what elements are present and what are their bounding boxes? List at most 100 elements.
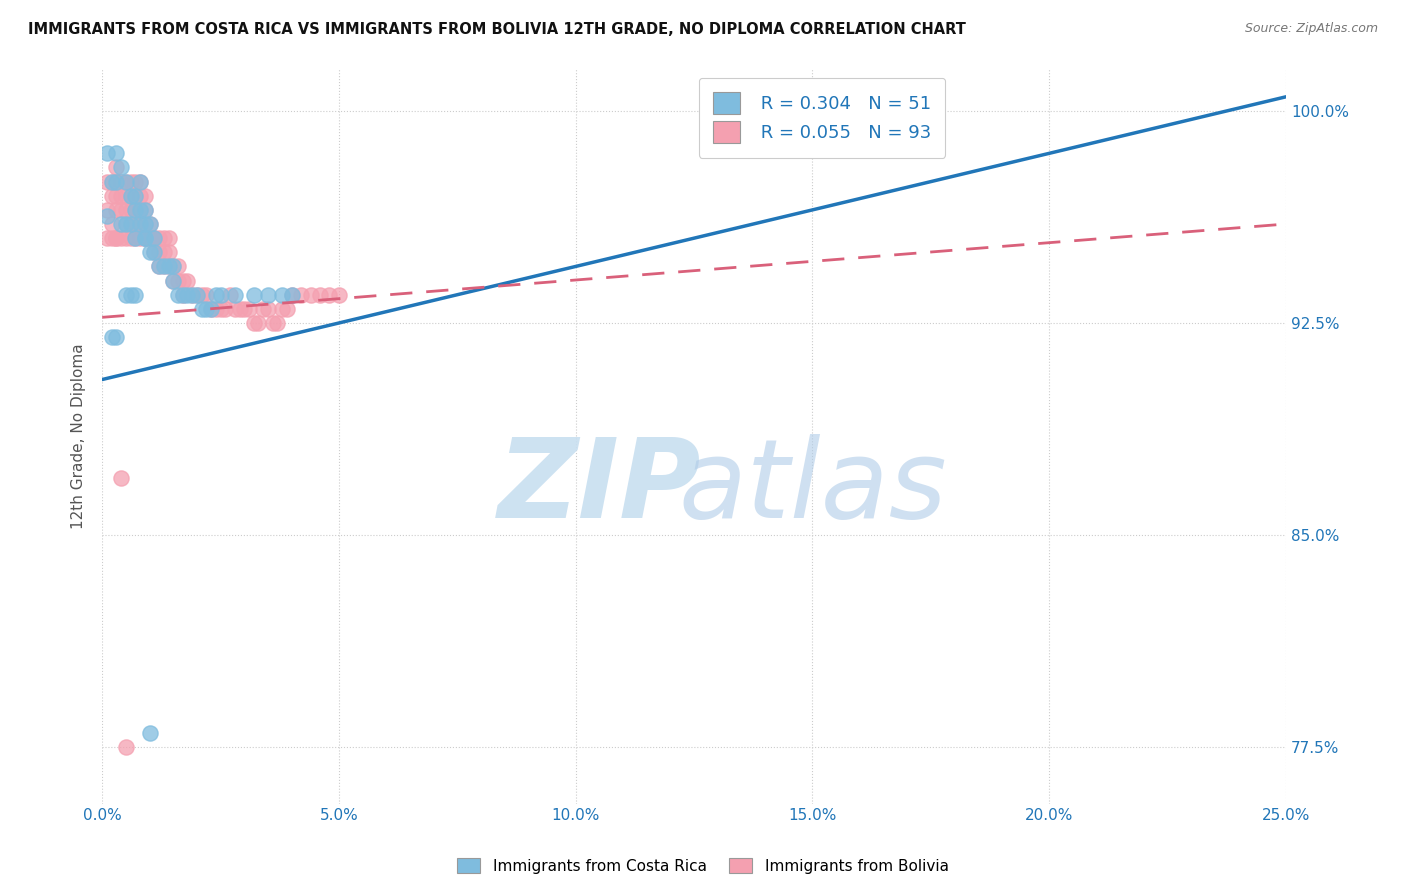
Point xyxy=(110,217,132,231)
Point xyxy=(280,287,302,301)
Point xyxy=(110,231,132,245)
Legend:  R = 0.304   N = 51,  R = 0.055   N = 93: R = 0.304 N = 51, R = 0.055 N = 93 xyxy=(699,78,945,158)
Point xyxy=(157,245,180,260)
Point xyxy=(100,217,122,231)
Point xyxy=(290,287,312,301)
Point xyxy=(96,209,118,223)
Point xyxy=(276,301,298,316)
Point xyxy=(100,231,122,245)
Point xyxy=(299,287,322,301)
Point xyxy=(115,287,138,301)
Point xyxy=(134,217,156,231)
Point xyxy=(148,260,170,274)
Point xyxy=(309,287,332,301)
Point xyxy=(143,231,166,245)
Point xyxy=(96,231,118,245)
Point xyxy=(110,161,132,175)
Point xyxy=(134,231,156,245)
Point xyxy=(124,202,146,217)
Point xyxy=(162,260,184,274)
Point xyxy=(100,188,122,202)
Point xyxy=(105,231,128,245)
Point xyxy=(195,301,218,316)
Point xyxy=(96,146,118,161)
Point xyxy=(209,287,232,301)
Point xyxy=(105,231,128,245)
Point xyxy=(205,287,228,301)
Point xyxy=(110,188,132,202)
Point xyxy=(224,287,246,301)
Point xyxy=(105,175,128,189)
Point xyxy=(247,316,270,330)
Point xyxy=(143,245,166,260)
Point xyxy=(115,217,138,231)
Point xyxy=(162,274,184,288)
Point xyxy=(105,202,128,217)
Point xyxy=(124,188,146,202)
Point xyxy=(167,287,190,301)
Point xyxy=(138,245,160,260)
Point xyxy=(96,202,118,217)
Point xyxy=(134,231,156,245)
Point xyxy=(228,301,250,316)
Point xyxy=(143,245,166,260)
Point xyxy=(162,274,184,288)
Point xyxy=(195,287,218,301)
Point xyxy=(219,287,242,301)
Point xyxy=(100,175,122,189)
Point xyxy=(138,217,160,231)
Point xyxy=(120,188,142,202)
Point xyxy=(157,260,180,274)
Point xyxy=(172,274,194,288)
Point xyxy=(129,217,152,231)
Text: atlas: atlas xyxy=(678,434,946,541)
Point xyxy=(176,274,198,288)
Point xyxy=(242,287,264,301)
Point xyxy=(134,231,156,245)
Point xyxy=(176,287,198,301)
Point xyxy=(271,287,294,301)
Text: Source: ZipAtlas.com: Source: ZipAtlas.com xyxy=(1244,22,1378,36)
Point xyxy=(200,301,222,316)
Point xyxy=(115,217,138,231)
Point xyxy=(157,260,180,274)
Point xyxy=(105,188,128,202)
Point xyxy=(105,146,128,161)
Point xyxy=(129,202,152,217)
Point xyxy=(233,301,256,316)
Point xyxy=(134,202,156,217)
Point xyxy=(120,287,142,301)
Point xyxy=(115,231,138,245)
Point xyxy=(134,231,156,245)
Point xyxy=(328,287,350,301)
Legend: Immigrants from Costa Rica, Immigrants from Bolivia: Immigrants from Costa Rica, Immigrants f… xyxy=(451,852,955,880)
Point xyxy=(134,217,156,231)
Point xyxy=(138,726,160,740)
Point xyxy=(242,316,264,330)
Point xyxy=(124,188,146,202)
Point xyxy=(120,217,142,231)
Point xyxy=(152,260,174,274)
Point xyxy=(110,202,132,217)
Point xyxy=(124,175,146,189)
Point xyxy=(105,330,128,344)
Point xyxy=(110,471,132,485)
Point xyxy=(271,301,294,316)
Point xyxy=(148,260,170,274)
Point xyxy=(96,175,118,189)
Point xyxy=(110,175,132,189)
Point xyxy=(200,301,222,316)
Point xyxy=(124,231,146,245)
Point xyxy=(129,202,152,217)
Point xyxy=(190,301,212,316)
Point xyxy=(143,231,166,245)
Point xyxy=(120,217,142,231)
Point xyxy=(172,287,194,301)
Point xyxy=(172,287,194,301)
Point xyxy=(262,316,284,330)
Point xyxy=(105,175,128,189)
Point xyxy=(120,202,142,217)
Point xyxy=(205,301,228,316)
Point xyxy=(143,231,166,245)
Point xyxy=(115,188,138,202)
